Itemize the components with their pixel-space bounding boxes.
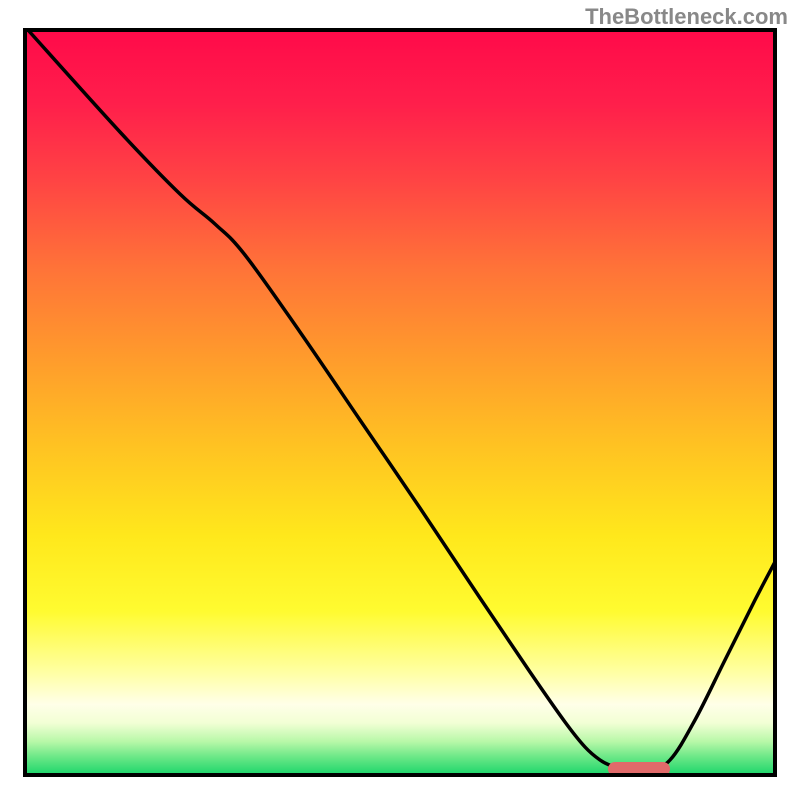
watermark-text: TheBottleneck.com bbox=[585, 4, 788, 30]
plot-background bbox=[25, 30, 775, 775]
bottleneck-chart bbox=[0, 0, 800, 800]
chart-container: TheBottleneck.com bbox=[0, 0, 800, 800]
